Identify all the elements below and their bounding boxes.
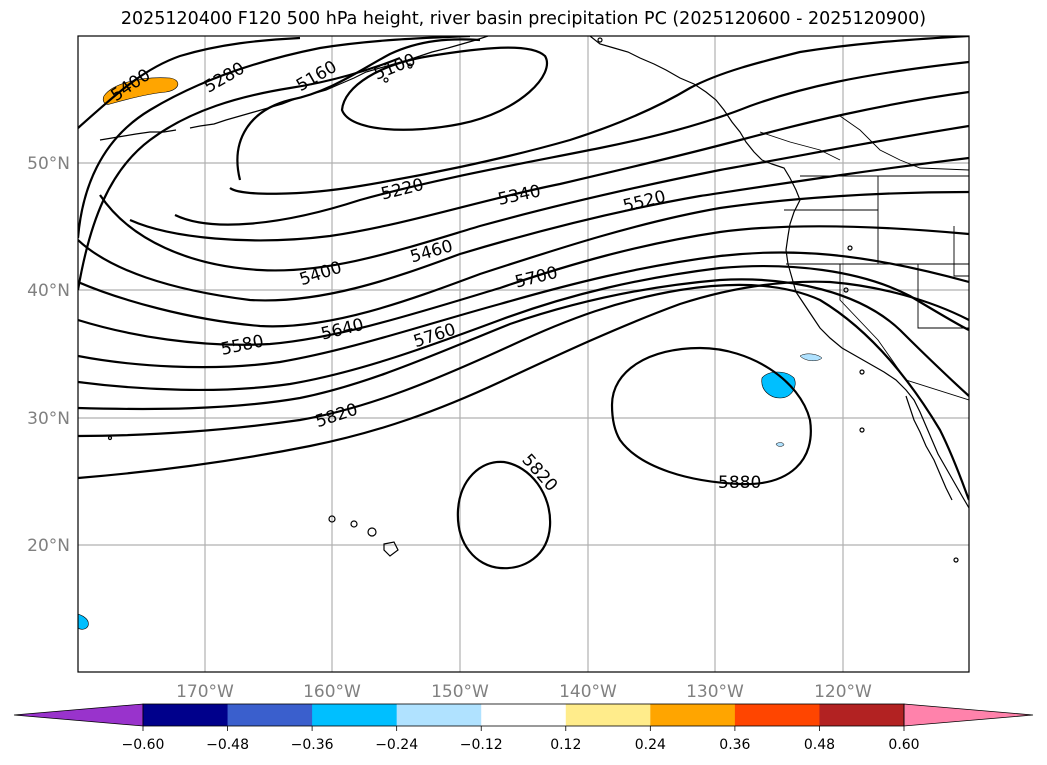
map-frame xyxy=(77,35,970,673)
lon-label: 170°W xyxy=(176,682,234,702)
graticule xyxy=(78,36,969,672)
colorbar-extend-low xyxy=(13,703,144,727)
map-title: 2025120400 F120 500 hPa height, river ba… xyxy=(120,9,927,29)
colorbar-swatch xyxy=(650,704,736,726)
contour-5400-west xyxy=(78,36,301,129)
precip-negative-patch xyxy=(761,371,796,399)
colorbar-swatch xyxy=(143,704,229,726)
lat-label: 50°N xyxy=(27,154,70,174)
contour-5520 xyxy=(78,190,969,328)
colorbar-tick-label: −0.48 xyxy=(206,737,249,753)
precip-negative-patch-small xyxy=(775,442,785,447)
colorbar-swatch xyxy=(819,704,905,726)
colorbar-swatch xyxy=(312,704,398,726)
contour-5220 xyxy=(78,56,401,291)
lon-label: 130°W xyxy=(686,682,744,702)
lat-label: 40°N xyxy=(27,281,70,301)
colorbar-tick-label: −0.24 xyxy=(375,737,418,753)
contour-5220-north xyxy=(174,60,969,226)
colorbar-tick-label: 0.24 xyxy=(635,737,666,753)
precip-negative-patch-west xyxy=(78,613,89,630)
colorbar-tick-label: 0.48 xyxy=(804,737,835,753)
colorbar-swatch xyxy=(481,704,567,726)
colorbar-tick-label: 0.36 xyxy=(719,737,750,753)
contour-5880-closed xyxy=(610,346,812,486)
political-borders xyxy=(759,115,969,401)
lat-label: 20°N xyxy=(27,536,70,556)
lon-label: 120°W xyxy=(814,682,872,702)
colorbar-swatch xyxy=(734,704,820,726)
contour-5580 xyxy=(78,225,969,346)
contour-label: 5880 xyxy=(718,473,761,493)
contour-5400 xyxy=(99,124,969,272)
colorbar-tick-label: −0.12 xyxy=(460,737,503,753)
lat-label: 30°N xyxy=(27,409,70,429)
contour-5640 xyxy=(78,251,969,369)
colorbar-tick-label: −0.36 xyxy=(291,737,334,753)
colorbar-swatch xyxy=(227,704,313,726)
lon-label: 140°W xyxy=(559,682,617,702)
lon-label: 150°W xyxy=(431,682,489,702)
contour-5280 xyxy=(78,36,471,239)
latitude-labels: 50°N 40°N 30°N 20°N xyxy=(27,154,70,556)
contour-5820-south xyxy=(78,280,969,480)
colorbar-tick-label: −0.60 xyxy=(122,737,165,753)
contour-5820-main xyxy=(78,283,969,501)
longitude-labels: 170°W 160°W 150°W 140°W 130°W 120°W xyxy=(176,682,872,702)
colorbar-tick-label: 0.12 xyxy=(550,737,581,753)
colorbar-swatch xyxy=(565,704,651,726)
map-panel xyxy=(78,36,969,672)
contour-5340 xyxy=(129,90,969,242)
contour-5460 xyxy=(78,156,969,302)
contour-5820-closed xyxy=(456,460,552,570)
precip-light-patch xyxy=(799,353,823,361)
colorbar-extend-high xyxy=(903,703,1034,727)
colorbar-outline xyxy=(142,703,905,727)
contour-5100-closed xyxy=(340,46,548,131)
contour-5760 xyxy=(78,278,969,411)
contour-5160-north xyxy=(229,36,969,195)
colorbar: −0.60 −0.48 −0.36 −0.24 −0.12 0.12 0.24 0.36 0.4… xyxy=(13,703,1034,753)
height-contours xyxy=(78,36,969,570)
colorbar-swatch xyxy=(396,704,482,726)
lon-label: 160°W xyxy=(303,682,361,702)
contour-5160-ring xyxy=(236,38,481,181)
colorbar-tick-label: 0.60 xyxy=(888,737,919,753)
contour-5700 xyxy=(78,265,969,392)
